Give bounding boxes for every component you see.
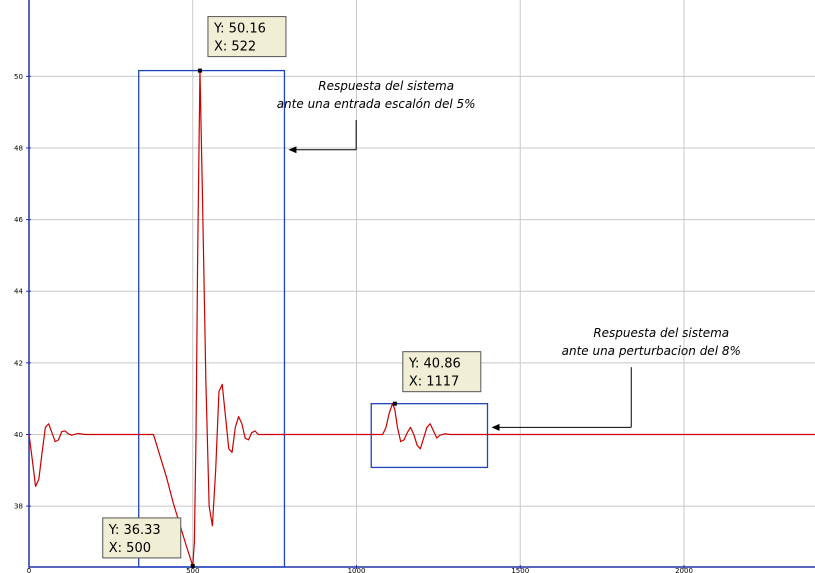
datatip-box [207, 16, 287, 58]
annotation-text: Respuesta del sistema [318, 79, 454, 93]
datatip-x-label: X: 522 [214, 40, 256, 55]
annotation-text: ante una entrada escalón del 5% [277, 97, 476, 111]
arrow-head-icon [491, 423, 500, 431]
datatip-y-label: Y: 36.33 [108, 523, 161, 538]
y-tick-label: 44 [14, 288, 23, 296]
y-tick-label: 38 [14, 503, 23, 511]
x-tick-label: 1500 [511, 567, 529, 573]
response-series [28, 69, 815, 567]
response-line [28, 69, 815, 567]
datatip: Y: 50.16 X: 522 [197, 16, 287, 73]
x-tick-label: 500 [186, 567, 199, 573]
x-tick-label: 0 [27, 567, 31, 573]
grid-lines [29, 0, 815, 567]
datatips: Y: 50.16 X: 522 Y: 36.33 X: 500 Y: 40.86 X: 1… [102, 16, 482, 568]
y-tick-label: 46 [14, 216, 23, 224]
annotations: Respuesta del sistema ante una entrada es… [277, 79, 741, 431]
datatip: Y: 36.33 X: 500 [102, 517, 195, 568]
x-tick-label: 1000 [348, 567, 366, 573]
datatip-x-label: X: 1117 [409, 375, 460, 390]
y-tick-label: 50 [14, 73, 23, 81]
datatip-marker [392, 401, 397, 406]
datatip-box [102, 517, 182, 559]
annotation-text: ante una perturbacion del 8% [562, 344, 741, 358]
highlight-box [370, 403, 489, 469]
datatip-x-label: X: 500 [109, 541, 151, 556]
datatip-y-label: Y: 40.86 [408, 357, 461, 372]
y-tick-label: 42 [14, 359, 23, 367]
annotation-text: Respuesta del sistema [593, 326, 729, 340]
datatip: Y: 40.86 X: 1117 [392, 351, 482, 406]
datatip-box [402, 351, 482, 393]
annotation: Respuesta del sistema ante una perturbaci… [491, 326, 741, 431]
highlight-boxes [138, 69, 489, 568]
arrow-head-icon [288, 146, 297, 154]
datatip-y-label: Y: 50.16 [213, 22, 266, 37]
datatip-marker [197, 68, 202, 73]
x-tick-label: 2000 [675, 567, 693, 573]
highlight-box [138, 69, 286, 568]
y-tick-label: 48 [14, 144, 23, 152]
y-tick-label: 40 [14, 431, 23, 439]
annotation: Respuesta del sistema ante una entrada es… [277, 79, 476, 154]
datatip-marker [190, 563, 195, 568]
